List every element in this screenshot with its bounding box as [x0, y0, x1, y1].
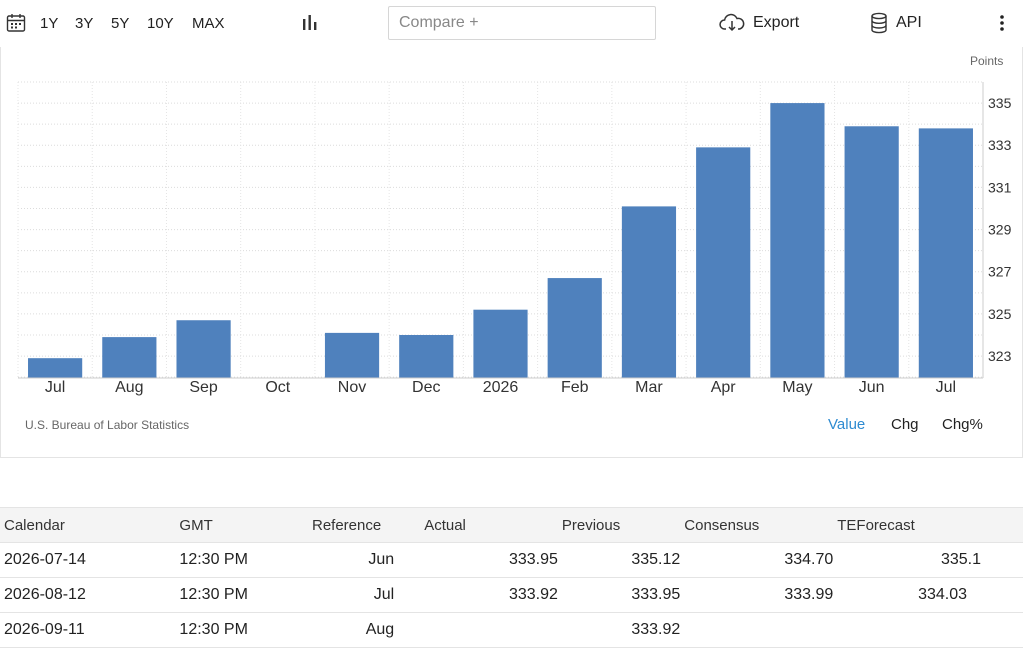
y-tick-label: 335	[988, 95, 1012, 111]
col-header-previous: Previous	[557, 507, 681, 543]
cell-calendar: 2026-08-12	[0, 577, 176, 613]
col-header-teforecast: TEForecast	[833, 507, 1023, 543]
cell-consensus	[680, 612, 834, 648]
bar-10	[770, 103, 825, 378]
y-tick-label: 327	[988, 264, 1012, 280]
chart-panel	[0, 47, 1023, 458]
api-label: API	[896, 14, 922, 31]
x-tick-label: 2026	[483, 379, 519, 396]
bar-2	[176, 320, 231, 378]
cell-previous: 335.12	[557, 542, 681, 578]
y-tick-label: 333	[988, 137, 1012, 153]
cell-actual	[420, 612, 558, 648]
bar-6	[473, 309, 528, 378]
range-10y-button[interactable]: 10Y	[147, 15, 174, 32]
export-label: Export	[753, 14, 800, 31]
range-max-button[interactable]: MAX	[192, 15, 225, 32]
bar-5	[399, 334, 454, 378]
range-3y-button[interactable]: 3Y	[75, 15, 94, 32]
api-button[interactable]: API	[870, 12, 922, 34]
range-5y-button[interactable]: 5Y	[111, 15, 130, 32]
x-tick-label: Aug	[115, 379, 143, 396]
cell-calendar: 2026-07-14	[0, 542, 176, 578]
x-tick-label: Sep	[189, 379, 218, 396]
bar-1	[102, 337, 157, 378]
x-tick-label: Mar	[635, 379, 663, 396]
x-tick-label: May	[782, 379, 812, 396]
table-row: 2026-09-11 12:30 PM Aug 333.92	[0, 612, 1023, 648]
more-options-icon[interactable]	[996, 13, 1008, 33]
cell-consensus: 333.99	[680, 577, 834, 613]
table-row: 2026-08-12 12:30 PM Jul 333.92 333.95 33…	[0, 577, 1023, 613]
bar-11	[844, 126, 899, 378]
cell-consensus: 334.70	[680, 542, 834, 578]
bar-12	[918, 128, 973, 378]
calendar-icon[interactable]	[6, 13, 26, 33]
y-tick-label: 323	[988, 348, 1012, 364]
database-icon	[871, 12, 887, 34]
y-tick-label: 325	[988, 306, 1012, 322]
col-header-calendar: Calendar	[0, 507, 176, 543]
x-tick-label: Jun	[859, 379, 885, 396]
col-header-consensus: Consensus	[680, 507, 834, 543]
cell-actual: 333.92	[420, 577, 558, 613]
cell-gmt: 12:30 PM	[175, 577, 308, 613]
cell-reference: Jul	[308, 577, 421, 613]
calendar-header-row: Calendar GMT Reference Actual Previous C…	[0, 507, 1023, 543]
bar-9	[696, 147, 751, 378]
cell-teforecast: 335.1	[833, 542, 1023, 578]
cell-actual: 333.95	[420, 542, 558, 578]
cell-previous: 333.92	[557, 612, 681, 648]
mode-tab-chg[interactable]: Chg	[891, 416, 919, 433]
col-header-gmt: GMT	[175, 507, 308, 543]
mode-tab-chg-pct[interactable]: Chg%	[942, 416, 983, 433]
bar-4	[324, 332, 380, 378]
cell-calendar: 2026-09-11	[0, 612, 176, 648]
cell-previous: 333.95	[557, 577, 681, 613]
x-tick-label: Dec	[412, 379, 440, 396]
y-tick-label: 329	[988, 222, 1012, 238]
bar-8	[621, 206, 677, 378]
cell-gmt: 12:30 PM	[175, 542, 308, 578]
cell-teforecast: 334.03	[833, 577, 1023, 613]
mode-tab-value[interactable]: Value	[828, 416, 866, 433]
compare-input[interactable]	[388, 6, 656, 40]
x-tick-label: Oct	[265, 379, 290, 396]
cell-reference: Aug	[308, 612, 421, 648]
x-tick-label: Nov	[338, 379, 366, 396]
cloud-download-icon	[719, 13, 745, 32]
cell-gmt: 12:30 PM	[175, 612, 308, 648]
export-button[interactable]: Export	[719, 12, 799, 34]
table-row: 2026-07-14 12:30 PM Jun 333.95 335.12 33…	[0, 542, 1023, 578]
range-1y-button[interactable]: 1Y	[40, 15, 59, 32]
col-header-actual: Actual	[420, 507, 558, 543]
source-label: U.S. Bureau of Labor Statistics	[25, 418, 190, 432]
bar-chart: Jul Aug Sep Oct Nov Dec 2026 Feb Mar Apr May Jun Jul…	[17, 81, 1012, 396]
x-tick-label: Apr	[711, 379, 737, 396]
chart-toolbar: 1Y 3Y 5Y 10Y MAX Export API	[0, 0, 1023, 47]
x-tick-label: Jul	[45, 379, 65, 396]
x-tick-label: Jul	[936, 379, 956, 396]
cell-teforecast	[833, 612, 1023, 648]
units-label: Points	[970, 54, 1004, 68]
x-tick-label: Feb	[561, 379, 589, 396]
cell-reference: Jun	[308, 542, 421, 578]
bar-0	[28, 358, 83, 378]
bar-chart-type-icon[interactable]	[301, 13, 319, 31]
col-header-reference: Reference	[308, 507, 421, 543]
calendar-table: Calendar GMT Reference Actual Previous C…	[0, 507, 1023, 648]
bar-7	[547, 278, 602, 378]
y-tick-label: 331	[988, 179, 1012, 195]
